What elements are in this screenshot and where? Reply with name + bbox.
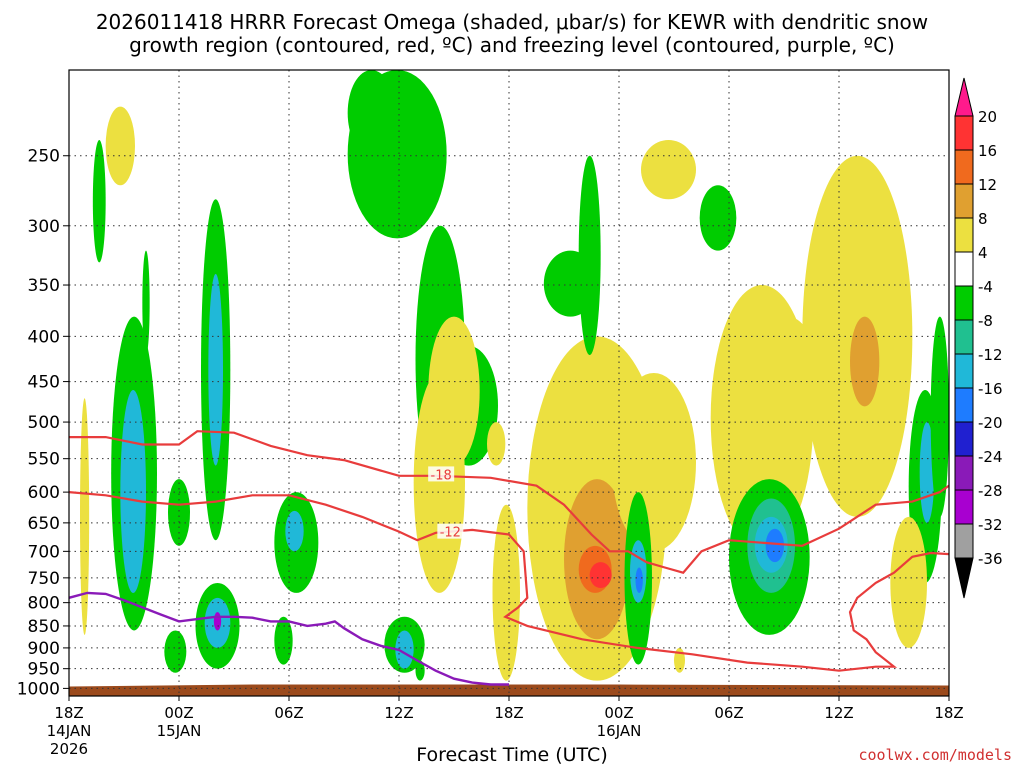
colorbar-box-4 — [954, 251, 974, 287]
colorbar-box-3 — [954, 217, 974, 253]
colorbar-box-11 — [954, 489, 974, 525]
omega-region-53 — [930, 316, 949, 517]
omega-region-26 — [415, 660, 425, 681]
colorbar-label-8: -16 — [978, 380, 1003, 398]
y-tick-label-4: 450 — [28, 373, 60, 393]
dgz-contour-1 — [69, 491, 949, 672]
x-tick-label-3: 12Z — [384, 704, 413, 722]
x-tick-label-4: 18Z — [494, 704, 523, 722]
y-tick-label-11: 800 — [28, 594, 60, 614]
omega-region-38 — [635, 567, 643, 593]
y-tick-label-9: 700 — [28, 542, 60, 562]
omega-region-0 — [92, 140, 106, 263]
colorbar-label-2: 12 — [978, 176, 997, 194]
colorbar-box-6 — [954, 319, 974, 355]
colorbar-label-0: 20 — [978, 108, 997, 126]
x-tick-label-6: 06Z — [714, 704, 743, 722]
chart-title-line-2: growth region (contoured, red, ºC) and f… — [129, 33, 895, 57]
y-tick-label-0: 250 — [28, 147, 60, 167]
x-tick-label-5: 00Z — [604, 704, 633, 722]
x-axis-label: Forecast Time (UTC) — [416, 744, 608, 766]
colorbar-label-11: -28 — [978, 482, 1003, 500]
x-tick-label-2: 06Z — [274, 704, 303, 722]
colorbar-box-0 — [954, 115, 974, 151]
omega-region-25 — [395, 630, 414, 669]
omega-region-50 — [850, 316, 880, 407]
x-tick-sublabel-0-1: 2026 — [50, 740, 88, 758]
colorbar-box-7 — [954, 353, 974, 389]
freezing-level-line — [69, 591, 509, 686]
colorbar: 20 16 12 8 4 -4 -8 -12 -16 -20 -24 -28 -32 -36 — [954, 77, 1003, 599]
omega-region-6 — [142, 250, 150, 356]
omega-region-21 — [487, 422, 506, 466]
omega-region-47 — [765, 528, 784, 563]
omega-region-5 — [80, 398, 90, 635]
omega-region-39 — [641, 140, 696, 200]
colorbar-arrow-top — [954, 77, 974, 117]
y-tick-label-6: 550 — [28, 450, 60, 470]
omega-region-32 — [589, 562, 612, 588]
x-tick-sublabel-0-0: 14JAN — [47, 722, 92, 740]
dgz-label-bg-0 — [428, 466, 455, 482]
omega-region-16 — [274, 616, 293, 665]
colorbar-box-12 — [954, 523, 974, 559]
colorbar-label-12: -32 — [978, 516, 1003, 534]
omega-region-8 — [164, 630, 187, 673]
y-tick-label-12: 850 — [28, 617, 60, 637]
colorbar-box-1 — [954, 149, 974, 185]
colorbar-box-5 — [954, 285, 974, 321]
omega-region-27 — [492, 504, 520, 681]
colorbar-label-3: 8 — [978, 210, 988, 228]
y-tick-label-10: 750 — [28, 569, 60, 589]
colorbar-label-7: -12 — [978, 346, 1003, 364]
colorbar-box-9 — [954, 421, 974, 457]
y-tick-label-1: 300 — [28, 217, 60, 237]
omega-region-7 — [168, 479, 190, 546]
omega-region-34 — [578, 155, 601, 356]
colorbar-label-13: -36 — [978, 550, 1003, 568]
colorbar-box-10 — [954, 455, 974, 491]
colorbar-label-5: -4 — [978, 278, 993, 296]
colorbar-label-1: 16 — [978, 142, 997, 160]
x-tick-sublabel-5-0: 16JAN — [597, 722, 642, 740]
y-tick-label-2: 350 — [28, 276, 60, 296]
chart-title-line-1: 2026011418 HRRR Forecast Omega (shaded, … — [95, 10, 929, 34]
colorbar-label-6: -8 — [978, 312, 993, 330]
contours: -18 -12 — [69, 430, 949, 686]
omega-region-3 — [125, 465, 137, 552]
colorbar-label-9: -20 — [978, 414, 1003, 432]
omega-region-13 — [213, 612, 222, 631]
colorbar-box-8 — [954, 387, 974, 423]
source-credit: coolwx.com/models — [858, 746, 1012, 764]
dgz-label-bg-1 — [437, 523, 464, 539]
y-tick-label-7: 600 — [28, 483, 60, 503]
y-tick-label-5: 500 — [28, 413, 60, 433]
colorbar-arrow-bottom — [954, 557, 974, 599]
x-tick-label-7: 12Z — [824, 704, 853, 722]
y-tick-label-14: 950 — [28, 660, 60, 680]
x-tick-label-1: 00Z — [164, 704, 193, 722]
omega-region-35 — [611, 372, 696, 552]
y-tick-label-8: 650 — [28, 514, 60, 534]
omega-region-54 — [890, 516, 928, 648]
colorbar-label-4: 4 — [978, 244, 988, 262]
dgz-contour-label-0: -18 — [431, 468, 452, 483]
omega-region-15 — [285, 510, 304, 552]
dgz-contour-label-1: -12 — [440, 526, 461, 541]
x-tick-label-0: 18Z — [54, 704, 83, 722]
omega-region-18 — [347, 70, 396, 156]
y-tick-label-13: 900 — [28, 639, 60, 659]
omega-region-43 — [762, 316, 814, 399]
y-tick-label-3: 400 — [28, 327, 60, 347]
x-tick-sublabel-1-0: 15JAN — [157, 722, 202, 740]
dgz-contour-0 — [69, 430, 949, 574]
y-tick-label-15: 1000 — [17, 679, 60, 699]
omega-region-4 — [105, 106, 135, 186]
colorbar-label-10: -24 — [978, 448, 1003, 466]
omega-region-40 — [699, 185, 737, 251]
x-tick-label-8: 18Z — [934, 704, 963, 722]
colorbar-box-2 — [954, 183, 974, 219]
omega-region-10 — [208, 273, 224, 466]
